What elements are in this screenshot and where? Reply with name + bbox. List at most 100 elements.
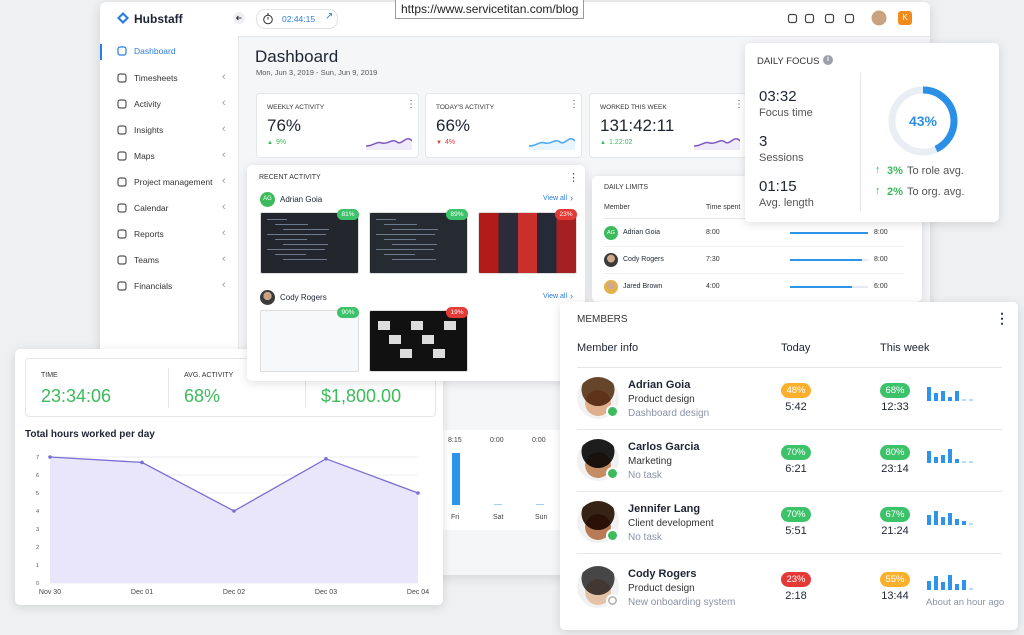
nav-chevron: ‹	[222, 123, 226, 135]
mini-bar	[934, 576, 938, 590]
view-all-link[interactable]: View all	[543, 195, 567, 202]
logo-shape	[120, 15, 126, 21]
mini-bar	[934, 511, 938, 525]
window-box	[389, 335, 401, 344]
worked-time: 5:42	[785, 401, 807, 413]
stat-menu: ⋮	[406, 99, 416, 110]
code-line	[384, 224, 417, 225]
code-line	[283, 259, 327, 260]
mini-bar	[948, 575, 952, 590]
nav-icon-shape	[117, 203, 127, 213]
focus-donut	[888, 86, 958, 156]
member-role: Marketing	[628, 456, 672, 467]
compare-value: 2%	[887, 186, 903, 198]
timer-expand: ↗	[325, 11, 334, 22]
mini-bar	[962, 399, 966, 401]
top-icon-shape	[844, 13, 855, 24]
mini-bar	[948, 513, 952, 525]
column-header: This week	[880, 342, 930, 354]
daily-focus-card: DAILY FOCUS i 03:32 Focus time 3 Sessions 01:1…	[745, 43, 999, 222]
weekly-bars: 8:15 Fri 0:00 Sat 0:00 Sun	[443, 430, 560, 530]
day-bar	[452, 453, 460, 505]
card-title: DAILY FOCUS	[757, 56, 820, 67]
column-header: Member info	[577, 342, 639, 354]
stat-card: TODAY'S ACTIVITY ⋮ 66% ▼ 4%	[425, 93, 582, 158]
mini-bar	[948, 449, 952, 463]
donut-arc	[888, 86, 958, 156]
user-initials: AG	[604, 226, 618, 240]
card-title: MEMBERS	[577, 314, 628, 325]
page-title: Dashboard	[255, 47, 339, 66]
stat-change: 9%	[276, 139, 287, 146]
member-name: Adrian Goia	[628, 379, 691, 391]
mini-bar	[969, 523, 973, 525]
activity-badge: 81%	[337, 209, 359, 220]
mini-bar	[955, 391, 959, 401]
sparkline-area	[529, 138, 575, 150]
focus-label: Sessions	[759, 152, 804, 164]
nav-icon-shape	[117, 255, 127, 265]
stat-change: 4%	[445, 139, 456, 146]
code-line	[283, 244, 328, 245]
limit-bar	[790, 259, 862, 261]
screenshot-thumb[interactable]	[260, 310, 359, 372]
nav-icon	[117, 177, 127, 187]
activity-badge: 70%	[781, 445, 811, 460]
mini-bar	[934, 457, 938, 463]
y-tick-label: 6	[36, 473, 39, 479]
status-dot	[606, 529, 619, 542]
stat-menu: ⋮	[734, 99, 744, 110]
row-rule	[604, 273, 904, 274]
nav-icon-shape	[117, 46, 127, 56]
screenshot-thumb[interactable]	[369, 310, 468, 372]
screenshot-thumb[interactable]	[478, 212, 577, 274]
nav-icon-shape	[117, 177, 127, 187]
line-point	[140, 460, 144, 465]
code-line	[275, 254, 306, 255]
nav-icon-shape	[117, 99, 127, 109]
view-all-link[interactable]: View all	[543, 293, 567, 300]
row-rule	[577, 429, 1002, 430]
worked-time: 5:51	[785, 525, 807, 537]
recent-activity-card: RECENT ACTIVITY ⋮ AG Adrian Goia View all › 81…	[247, 165, 585, 381]
mini-bar	[955, 459, 959, 463]
focus-value: 03:32	[759, 88, 797, 105]
activity-badge: 68%	[880, 383, 910, 398]
timer-icon	[263, 13, 273, 25]
line-point	[48, 455, 52, 459]
stat-label: TODAY'S ACTIVITY	[436, 104, 495, 111]
code-line	[392, 229, 438, 230]
stat-arrow: ▲	[600, 140, 606, 146]
summary-label: AVG. ACTIVITY	[184, 372, 234, 379]
activity-badge: 23%	[781, 572, 811, 587]
nav-icon	[117, 281, 127, 291]
card-menu: ⋮	[568, 172, 579, 184]
code-line	[376, 219, 396, 220]
date-range: Mon, Jun 3, 2019 - Sun, Jun 9, 2019	[256, 68, 378, 77]
focus-label: Focus time	[759, 107, 813, 119]
card-menu: ⋮	[995, 310, 1009, 326]
sparkline-line	[694, 138, 740, 147]
code-line	[275, 239, 307, 240]
mini-bar	[962, 580, 966, 590]
screenshot-thumb[interactable]	[260, 212, 359, 274]
header-rule	[577, 367, 1002, 368]
line-chart: 0 1 2 3 4 5 6 7 Nov 30 Dec 01 Dec 02 Dec 03 Dec 04	[36, 455, 429, 596]
activity-badge: 48%	[781, 383, 811, 398]
bar-value-label: 8:15	[448, 437, 462, 444]
row-rule	[577, 491, 1002, 492]
worked-time: 13:44	[881, 590, 909, 602]
nav-icon	[117, 229, 127, 239]
user-initials: AG	[260, 192, 275, 207]
sparkline	[366, 138, 412, 150]
window-box	[433, 349, 445, 358]
nav-chevron: ‹	[222, 71, 226, 83]
screenshot-thumb[interactable]	[369, 212, 468, 274]
day-label: Fri	[451, 514, 460, 521]
code-line	[267, 219, 287, 220]
sparkline-line	[366, 138, 412, 147]
top-icon	[824, 13, 835, 24]
window-box	[411, 321, 423, 330]
nav-icon	[117, 125, 127, 135]
mini-bar	[927, 387, 931, 401]
